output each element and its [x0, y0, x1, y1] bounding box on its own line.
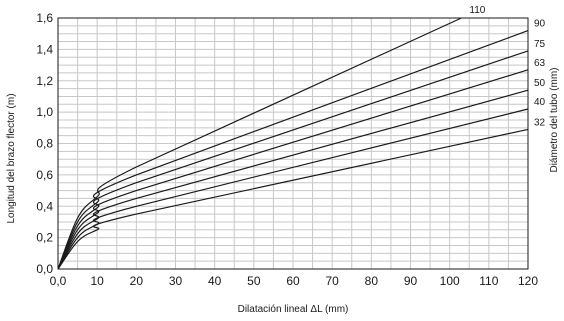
- series-line-40: [57, 108, 529, 270]
- series-label-50: 50: [534, 78, 546, 89]
- series-line-90: [57, 30, 529, 270]
- y-tick-label: 0,0: [36, 262, 53, 276]
- x-tick-label: 80: [365, 274, 379, 288]
- x-tick-label: 0,0: [50, 274, 67, 288]
- y-tick-label: 1,4: [36, 42, 53, 56]
- x-tick-label: 120: [518, 274, 538, 288]
- series-label-90: 90: [534, 19, 546, 30]
- series-line-75: [57, 50, 529, 270]
- series-label-63: 63: [534, 58, 546, 69]
- plot-frame: [57, 17, 529, 270]
- grid: [58, 18, 528, 269]
- series-labels: 110 90 75 63 50 40 32: [469, 5, 545, 128]
- x-tick-label: 40: [208, 274, 222, 288]
- series-line-63: [57, 69, 529, 270]
- y-tick-label: 1,2: [36, 74, 53, 88]
- series-label-110: 110: [469, 5, 485, 16]
- series-line-32: [57, 128, 529, 270]
- tick-labels: 0,0 10 20 30 40 50 60 70 80 90 100 110 120 0,0 0,2 0,4 0…: [36, 11, 538, 288]
- right-axis-label: Diámetro del tubo (mm): [549, 67, 560, 172]
- series-label-40: 40: [534, 97, 546, 108]
- y-tick-label: 1,0: [36, 105, 53, 119]
- y-tick-label: 0,4: [36, 199, 53, 213]
- x-tick-label: 50: [247, 274, 261, 288]
- x-tick-label: 20: [130, 274, 144, 288]
- y-tick-label: 0,6: [36, 168, 53, 182]
- x-tick-label: 70: [325, 274, 339, 288]
- x-axis-label: Dilatación lineal ΔL (mm): [238, 304, 349, 315]
- y-tick-label: 0,2: [36, 231, 53, 245]
- x-tick-label: 10: [90, 274, 104, 288]
- series-lines: [57, 17, 529, 270]
- y-tick-label: 0,8: [36, 137, 53, 151]
- y-axis-label: Longitud del brazo flector (m): [6, 93, 17, 223]
- series-line-110: [57, 17, 462, 270]
- x-tick-label: 90: [404, 274, 418, 288]
- x-tick-label: 110: [479, 274, 498, 288]
- x-tick-label: 60: [286, 274, 300, 288]
- series-label-75: 75: [534, 39, 546, 50]
- x-tick-label: 100: [440, 274, 460, 288]
- x-tick-label: 30: [169, 274, 183, 288]
- series-line-50: [57, 89, 529, 270]
- series-label-32: 32: [534, 117, 546, 128]
- y-tick-label: 1,6: [36, 11, 53, 25]
